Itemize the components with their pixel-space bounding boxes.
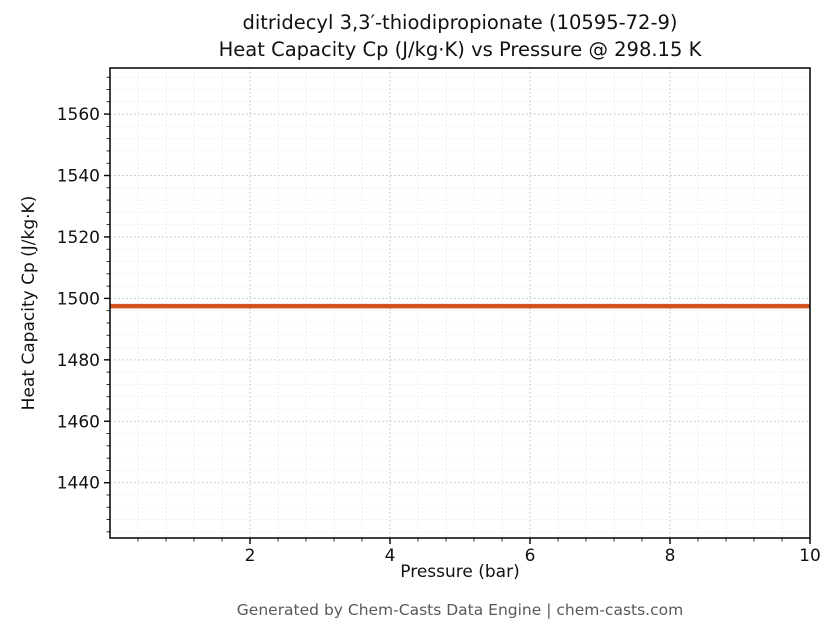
x-axis-label: Pressure (bar): [400, 562, 520, 582]
y-tick-label: 1460: [57, 412, 100, 432]
y-tick-label: 1520: [57, 228, 100, 248]
y-tick-label: 1560: [57, 105, 100, 125]
chart-title-line1: ditridecyl 3,3′-thiodipropionate (10595-…: [242, 11, 678, 34]
y-axis-label: Heat Capacity Cp (J/kg·K): [19, 195, 39, 411]
x-tick-label: 6: [525, 546, 536, 566]
footer-credit: Generated by Chem-Casts Data Engine | ch…: [236, 601, 684, 619]
x-tick-label: 8: [665, 546, 676, 566]
plot-border: [109, 67, 811, 539]
chart-title-line2: Heat Capacity Cp (J/kg·K) vs Pressure @ …: [218, 38, 702, 61]
x-tick-label: 2: [245, 546, 256, 566]
y-tick-label: 1480: [57, 351, 100, 371]
plot-background: [110, 68, 810, 538]
chart-title: ditridecyl 3,3′-thiodipropionate (10595-…: [110, 9, 810, 63]
y-tick-label: 1540: [57, 167, 100, 187]
x-tick-label: 4: [385, 546, 396, 566]
y-tick-label: 1440: [57, 474, 100, 494]
x-tick-label: 10: [799, 546, 821, 566]
y-tick-label: 1500: [57, 289, 100, 309]
